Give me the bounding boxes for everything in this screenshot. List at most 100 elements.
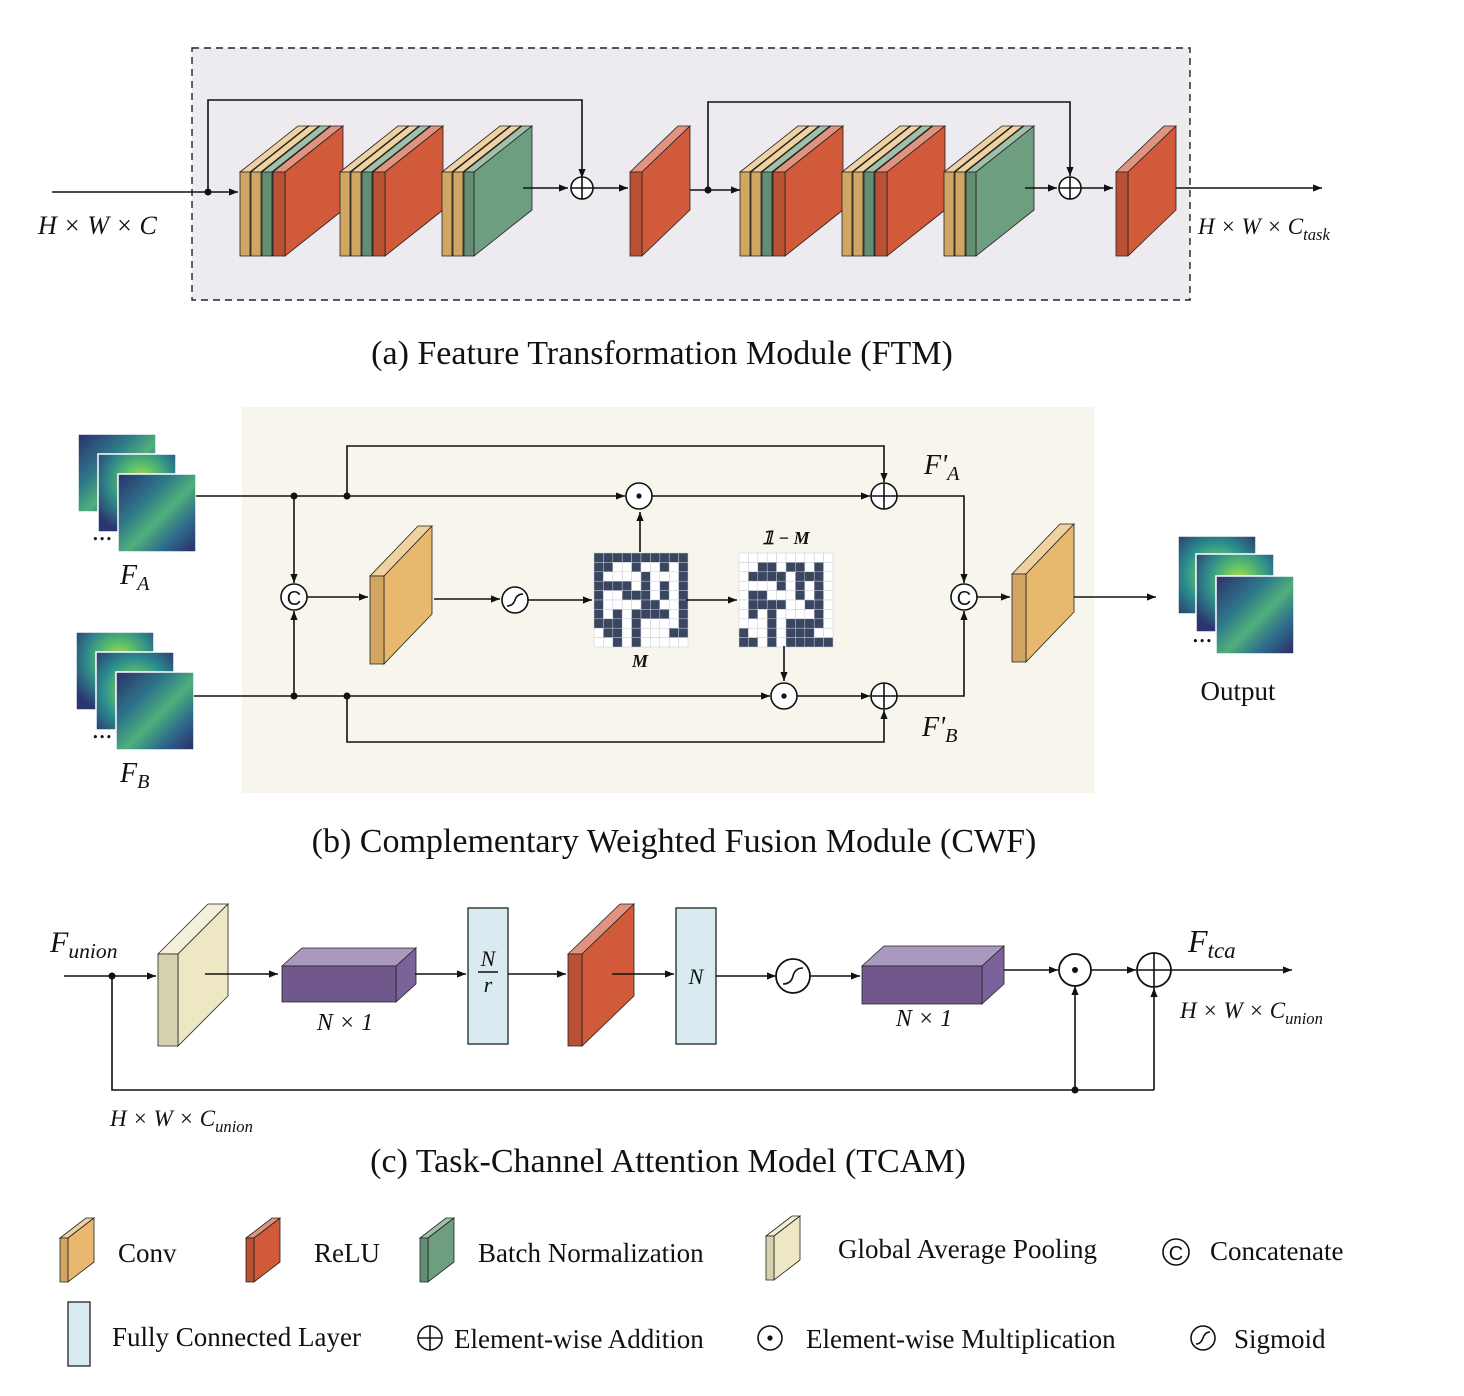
conv-layer (250, 171, 262, 257)
relu-layer (1115, 171, 1129, 257)
bn-layer (361, 171, 373, 257)
relu-layer (772, 171, 786, 257)
bn-layer (261, 171, 273, 257)
one-minus-m-label: 𝟙 − M (762, 528, 810, 548)
legend-relu-icon (244, 1217, 282, 1283)
tcam-gap-block (157, 903, 229, 1047)
fc1-denominator: r (484, 972, 493, 997)
nx1-vector (860, 945, 1006, 967)
conv-layer (852, 171, 864, 257)
svg-text:C: C (287, 588, 301, 610)
legend-fc-icon (67, 1301, 91, 1367)
gap-layer (157, 953, 179, 1047)
conv-layer (739, 171, 751, 257)
relu-layer (874, 171, 888, 257)
tcam-fc-2: N (675, 907, 717, 1045)
fa-prime-label: F'A (923, 450, 960, 485)
cwf-add-top (870, 482, 898, 510)
fa-label: FA (119, 560, 150, 595)
cwf-mul-bottom (770, 682, 798, 710)
tcam-input-label: Funion (49, 926, 118, 963)
mask-m (593, 552, 689, 648)
fc1-numerator: N (480, 946, 497, 971)
ftm-skip-2 (707, 101, 1074, 190)
relu-layer (372, 171, 386, 257)
relu-layer (567, 953, 583, 1047)
m-label: M (631, 651, 649, 671)
ftm-panel: H × W × C H × W × Ctask (a) Feature Tran… (37, 47, 1330, 372)
ftm-add-2 (1058, 176, 1082, 200)
cwf-add-bottom (870, 682, 898, 710)
legend-gap-icon (764, 1215, 802, 1281)
legend-batch-norm-label: Batch Normalization (478, 1238, 704, 1268)
conv-layer (452, 171, 464, 257)
tcam-sigmoid (775, 958, 811, 994)
conv-layer (369, 575, 385, 665)
ftm-add-1 (570, 176, 594, 200)
legend-concat-icon: C (1162, 1238, 1190, 1266)
legend-fc-label: Fully Connected Layer (112, 1322, 361, 1352)
legend-relu-label: ReLU (314, 1238, 380, 1268)
tcam-relu-block (567, 903, 635, 1047)
legend-sigmoid-label: Sigmoid (1234, 1324, 1326, 1354)
fc2-label: N (688, 964, 705, 989)
legend-add-label: Element-wise Addition (454, 1324, 704, 1354)
conv-layer (954, 171, 966, 257)
output-maps: ... (1177, 535, 1295, 655)
gap-layer (765, 1235, 775, 1281)
bn-layer (419, 1237, 429, 1283)
mask-one-minus-m (738, 552, 834, 648)
cwf-conv-2 (1011, 523, 1075, 663)
conv-layer (441, 171, 453, 257)
cwf-sigmoid (501, 586, 529, 614)
cwf-concat-2: C (950, 583, 978, 611)
conv-layer (350, 171, 362, 257)
nx1-vector (280, 947, 418, 967)
legend-conv-icon (58, 1217, 96, 1283)
tcam-nx1-label-2: N × 1 (895, 1006, 952, 1032)
bn-layer (463, 171, 475, 257)
tcam-output-dim: H × W × Cunion (1179, 998, 1323, 1028)
legend-conv-label: Conv (118, 1238, 177, 1268)
ftm-caption: (a) Feature Transformation Module (FTM) (371, 335, 953, 372)
legend-gap-label: Global Average Pooling (838, 1234, 1097, 1264)
fb-prime-label: F'B (921, 712, 957, 747)
tcam-nx1-label-1: N × 1 (316, 1010, 373, 1036)
legend-sigmoid-icon (1190, 1325, 1216, 1351)
conv-layer (59, 1237, 69, 1283)
cwf-conv-1 (369, 525, 433, 665)
cwf-panel: ... ... FA FB F'A (75, 407, 1295, 860)
tcam-fc-1: N r (467, 907, 509, 1045)
conv-layer (239, 171, 251, 257)
cwf-caption: (b) Complementary Weighted Fusion Module… (312, 823, 1037, 860)
legend-add-icon (417, 1325, 443, 1351)
fa-ellipsis: ... (92, 516, 112, 546)
legend-mul-icon (757, 1325, 783, 1351)
tcam-nx1-block-1 (280, 947, 418, 1003)
tcam-caption: (c) Task-Channel Attention Model (TCAM) (370, 1143, 966, 1180)
conv-layer (339, 171, 351, 257)
conv-layer (841, 171, 853, 257)
svg-text:C: C (957, 588, 971, 610)
conv-layer (750, 171, 762, 257)
ftm-skip-1 (207, 99, 586, 192)
output-ellipsis: ... (1192, 618, 1212, 648)
cwf-concat-1: C (280, 583, 308, 611)
feature-maps-b: ... (75, 631, 195, 751)
tcam-panel: Funion N × 1 N r N N × 1 (49, 903, 1323, 1180)
tcam-mul (1058, 953, 1092, 987)
legend-batch-norm-icon (418, 1217, 456, 1283)
relu-layer (629, 171, 643, 257)
tcam-nx1-block-2 (860, 945, 1006, 1005)
tcam-add (1136, 952, 1172, 988)
bn-layer (761, 171, 773, 257)
conv-layer (943, 171, 955, 257)
cwf-mul-top (625, 482, 653, 510)
ftm-input-label: H × W × C (37, 211, 158, 240)
ftm-output-label: H × W × Ctask (1197, 214, 1330, 244)
nx1-vector (281, 965, 397, 1003)
tcam-bottom-dim: H × W × Cunion (109, 1106, 253, 1136)
fb-ellipsis: ... (92, 714, 112, 744)
legend: Conv ReLU Batch Normalization Global Ave… (58, 1215, 1343, 1367)
